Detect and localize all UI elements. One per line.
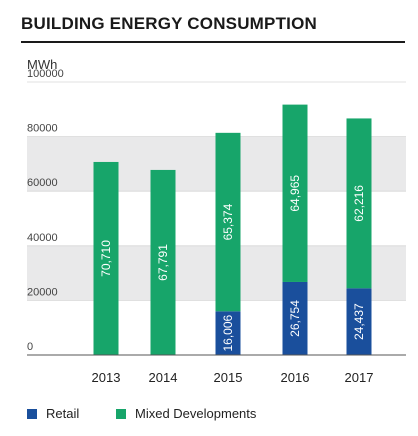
bar-retail [346, 288, 372, 355]
bar-value-label: 26,754 [288, 300, 302, 337]
legend-item-retail: Retail [27, 406, 79, 421]
y-axis-unit: MWh [27, 57, 58, 72]
legend-label-mixed-developments: Mixed Developments [135, 406, 257, 421]
bar-retail [215, 311, 241, 355]
x-tick-label: 2017 [345, 370, 374, 385]
bar-value-label: 65,374 [221, 203, 235, 240]
y-tick-label: 60000 [27, 177, 58, 189]
bar-mixed-developments [282, 104, 308, 282]
bar-value-label: 62,216 [352, 185, 366, 222]
bar-value-label: 64,965 [288, 175, 302, 212]
bar-retail [282, 281, 308, 355]
x-tick-label: 2015 [214, 370, 243, 385]
y-tick-label: 40000 [27, 232, 58, 244]
stacked-bar-chart: 0 20000 40000 60000 80000 100000 70,710 2013 67,… [27, 68, 406, 385]
y-tick-label: 100000 [27, 68, 64, 80]
y-tick-label: 0 [27, 341, 33, 353]
bar-value-label: 67,791 [156, 244, 170, 281]
bar-mixed-developments [150, 169, 176, 355]
x-tick-label: 2014 [149, 370, 178, 385]
x-tick-label: 2013 [92, 370, 121, 385]
bar-value-label: 70,710 [99, 240, 113, 277]
bar-mixed-developments [93, 161, 119, 355]
y-tick-label: 80000 [27, 123, 58, 135]
title-underline [21, 41, 405, 43]
legend-label-retail: Retail [46, 406, 80, 421]
bar-value-label: 16,006 [221, 314, 235, 351]
legend-item-mixed-developments: Mixed Developments [116, 406, 256, 421]
bar-value-label: 24,437 [352, 303, 366, 340]
y-tick-label: 20000 [27, 286, 58, 298]
bar-mixed-developments [346, 118, 372, 289]
bar-mixed-developments [215, 132, 241, 312]
legend-swatch-mixed-developments [116, 408, 126, 419]
legend-swatch-retail [27, 408, 37, 419]
x-tick-label: 2016 [281, 370, 310, 385]
chart-title: BUILDING ENERGY CONSUMPTION [21, 14, 317, 33]
